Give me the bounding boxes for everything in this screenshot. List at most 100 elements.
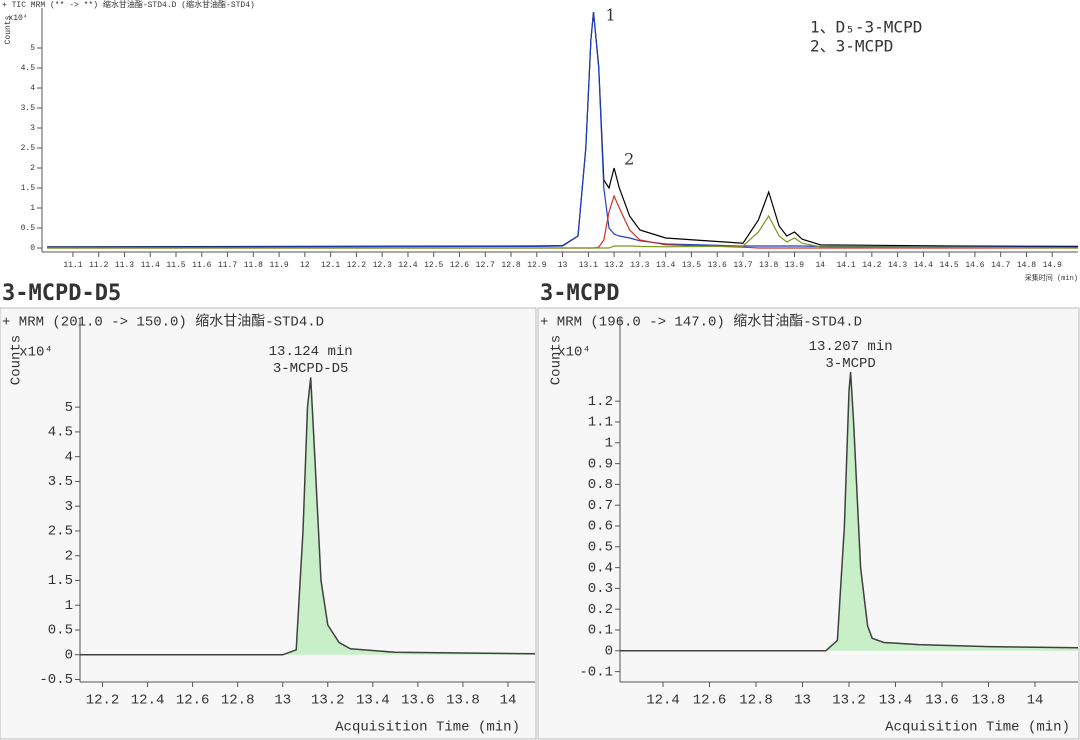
trace bbox=[47, 11, 1079, 248]
peak-label: 13.207 min bbox=[809, 339, 893, 355]
y-tick-label: 2 bbox=[30, 164, 35, 173]
x-tick-label: 13.4 bbox=[656, 261, 675, 270]
x-tick-label: 13.6 bbox=[401, 693, 435, 709]
x-tick-label: 11.1 bbox=[63, 261, 82, 270]
subtitle: + MRM (196.0 -> 147.0) 缩水甘油酯-STD4.D bbox=[540, 314, 862, 331]
x-tick-label: 12.1 bbox=[321, 261, 340, 270]
panel-title: 3-MCPD bbox=[540, 281, 619, 306]
top-panel-bg bbox=[0, 0, 1080, 280]
legend-entry: 1、D₅-3-MCPD bbox=[810, 18, 922, 37]
x-tick-label: 12.8 bbox=[739, 693, 773, 709]
y-axis-label: Counts bbox=[4, 15, 13, 44]
y-tick-label: 1 bbox=[30, 204, 35, 213]
x-tick-label: 14.5 bbox=[940, 261, 959, 270]
legend-entry: 2、3-MCPD bbox=[810, 37, 893, 56]
x-tick-label: 12.7 bbox=[476, 261, 495, 270]
trace bbox=[47, 214, 1079, 249]
y-tick-label: 0.5 bbox=[21, 224, 36, 233]
y-axis-label: Counts bbox=[549, 335, 565, 385]
x-tick-label: 14.6 bbox=[965, 261, 984, 270]
x-tick-label: 14 bbox=[1027, 693, 1044, 709]
x-tick-label: 13.2 bbox=[832, 693, 866, 709]
x-tick-label: 12.4 bbox=[131, 693, 165, 709]
panel-title: 3-MCPD-D5 bbox=[2, 281, 121, 306]
x-tick-label: 12.2 bbox=[86, 693, 120, 709]
x-axis-label: Acquisition Time (min) bbox=[335, 720, 520, 736]
y-tick-label: 0.4 bbox=[588, 560, 613, 576]
x-tick-label: 14 bbox=[815, 261, 825, 270]
subtitle: + TIC MRM (** -> **) 缩水甘油酯-STD4.D (缩水甘油酯… bbox=[2, 0, 255, 10]
x-tick-label: 11.7 bbox=[218, 261, 237, 270]
x-tick-label: 13.3 bbox=[630, 261, 649, 270]
left-panel-bg bbox=[0, 307, 537, 740]
y-tick-label: 0 bbox=[605, 644, 613, 660]
y-multiplier: x10⁴ bbox=[8, 14, 27, 23]
trace bbox=[620, 372, 1079, 652]
x-tick-label: 12.8 bbox=[221, 693, 255, 709]
y-tick-label: 0 bbox=[65, 647, 73, 663]
peak-label: 3-MCPD bbox=[825, 356, 875, 372]
x-tick-label: 11.6 bbox=[192, 261, 211, 270]
x-tick-label: 14.8 bbox=[1017, 261, 1036, 270]
x-tick-label: 13.8 bbox=[759, 261, 778, 270]
peak-annotation: 1 bbox=[606, 6, 616, 25]
x-tick-label: 11.3 bbox=[115, 261, 134, 270]
y-tick-label: 3.5 bbox=[21, 104, 36, 113]
peak-annotation: 2 bbox=[624, 150, 634, 169]
x-tick-label: 13 bbox=[274, 693, 291, 709]
x-tick-label: 13.4 bbox=[879, 693, 913, 709]
peak-area bbox=[620, 372, 1078, 651]
y-tick-label: 5 bbox=[65, 400, 73, 416]
x-axis-label: 采集时间 (min) bbox=[1025, 273, 1078, 283]
x-tick-label: 13.9 bbox=[785, 261, 804, 270]
y-tick-label: 3 bbox=[30, 124, 35, 133]
peak-label: 13.124 min bbox=[269, 344, 353, 360]
x-tick-label: 13.7 bbox=[733, 261, 752, 270]
x-tick-label: 14.1 bbox=[836, 261, 855, 270]
x-tick-label: 11.4 bbox=[141, 261, 160, 270]
y-tick-label: 0 bbox=[30, 244, 35, 253]
x-tick-label: 14.2 bbox=[862, 261, 881, 270]
x-tick-label: 12.6 bbox=[450, 261, 469, 270]
x-tick-label: 11.2 bbox=[89, 261, 108, 270]
x-tick-label: 12.9 bbox=[527, 261, 546, 270]
peak-label: 3-MCPD-D5 bbox=[273, 361, 349, 377]
subtitle: + MRM (201.0 -> 150.0) 缩水甘油酯-STD4.D bbox=[2, 314, 324, 331]
x-tick-label: 14.4 bbox=[914, 261, 933, 270]
y-tick-label: 0.1 bbox=[588, 623, 613, 639]
x-tick-label: 14.3 bbox=[888, 261, 907, 270]
y-tick-label: 3.5 bbox=[48, 474, 73, 490]
y-tick-label: 0.5 bbox=[588, 540, 613, 556]
y-tick-label: 2.5 bbox=[48, 524, 73, 540]
y-tick-label: 4 bbox=[65, 449, 73, 465]
x-tick-label: 12.3 bbox=[373, 261, 392, 270]
y-tick-label: 4.5 bbox=[21, 64, 36, 73]
y-tick-label: 1 bbox=[65, 598, 73, 614]
x-tick-label: 12.5 bbox=[424, 261, 443, 270]
y-tick-label: 0.2 bbox=[588, 602, 613, 618]
y-tick-label: 1.5 bbox=[48, 573, 73, 589]
y-tick-label: 3 bbox=[65, 499, 73, 515]
x-tick-label: 11.8 bbox=[244, 261, 263, 270]
x-tick-label: 13.6 bbox=[708, 261, 727, 270]
x-tick-label: 13.2 bbox=[311, 693, 345, 709]
y-tick-label: 1.5 bbox=[21, 184, 36, 193]
y-tick-label: 0.6 bbox=[588, 519, 613, 535]
x-tick-label: 12.4 bbox=[646, 693, 680, 709]
y-tick-label: 2 bbox=[65, 548, 73, 564]
x-tick-label: 11.9 bbox=[269, 261, 288, 270]
x-tick-label: 11.5 bbox=[166, 261, 185, 270]
y-tick-label: 0.8 bbox=[588, 477, 613, 493]
y-multiplier: x10⁴ bbox=[19, 345, 53, 361]
x-tick-label: 13.4 bbox=[356, 693, 390, 709]
x-tick-label: 12.6 bbox=[176, 693, 210, 709]
y-tick-label: 2.5 bbox=[21, 144, 36, 153]
x-tick-label: 14.9 bbox=[1043, 261, 1062, 270]
y-multiplier: x10⁴ bbox=[557, 345, 591, 361]
x-axis-label: Acquisition Time (min) bbox=[885, 720, 1070, 736]
x-tick-label: 13.6 bbox=[925, 693, 959, 709]
right-panel-bg bbox=[537, 307, 1080, 740]
y-tick-label: -0.5 bbox=[39, 672, 73, 688]
peak-area bbox=[80, 377, 535, 655]
